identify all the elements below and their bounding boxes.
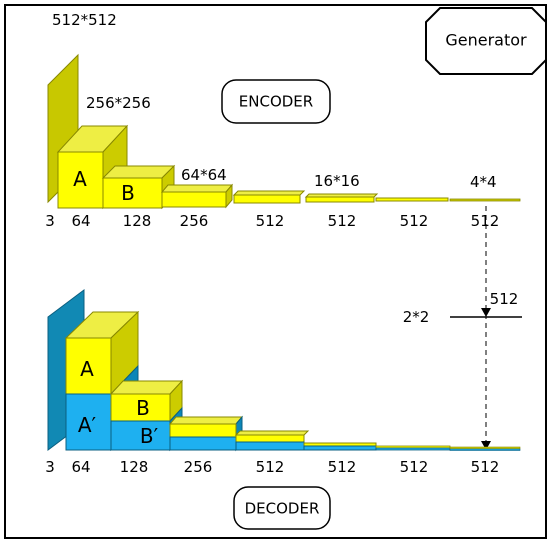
arrow-down-icon <box>481 308 491 317</box>
encoder-size-label: 16*16 <box>314 172 360 190</box>
decoder-layer-512-3 <box>375 445 451 451</box>
decoder-layer-512-4 <box>449 446 521 451</box>
decoder-input-channels: 3 <box>45 458 55 476</box>
decoder-label-box: DECODER <box>233 486 331 530</box>
bottleneck: 2*2 512 <box>403 206 522 450</box>
decoder-layer-512-1 <box>234 430 310 451</box>
decoder-block-a-label: A <box>80 357 94 381</box>
decoder-channel-label: 128 <box>120 458 149 476</box>
encoder-channel-label: 512 <box>471 212 500 230</box>
bottleneck-channel-label: 512 <box>490 290 519 308</box>
decoder-channel-label: 256 <box>184 458 213 476</box>
encoder-channel-label: 128 <box>123 212 152 230</box>
encoder-layer-512-2 <box>304 193 379 203</box>
encoder-input-channels: 3 <box>45 212 55 230</box>
decoder-label: DECODER <box>245 500 320 518</box>
encoder-block-a-label: A <box>73 167 87 191</box>
encoder-layer-512-1 <box>232 190 306 204</box>
decoder-layer-512-2 <box>303 442 377 451</box>
decoder-block-a-prime-label: A′ <box>78 413 97 437</box>
encoder-channel-label: 256 <box>180 212 209 230</box>
encoder-label: ENCODER <box>239 93 313 111</box>
encoder-size-label: 256*256 <box>86 94 151 112</box>
encoder-channel-label: 512 <box>328 212 357 230</box>
decoder-channel-label: 512 <box>256 458 285 476</box>
encoder-channel-label: 512 <box>400 212 429 230</box>
decoder-block-b-label: B <box>136 396 150 420</box>
arrow-down-icon <box>481 441 491 450</box>
decoder-layer-256 <box>168 415 244 452</box>
encoder-size-label: 512*512 <box>52 11 117 29</box>
encoder-channel-label: 512 <box>256 212 285 230</box>
encoder-block-b-label: B <box>121 181 135 205</box>
encoder-size-label: 4*4 <box>470 173 497 191</box>
encoder: A B <box>47 53 521 210</box>
decoder-channel-label: 512 <box>471 458 500 476</box>
outer-frame <box>4 4 547 539</box>
encoder-size-label: 64*64 <box>181 166 227 184</box>
generator-title: Generator <box>445 31 527 50</box>
decoder-block-b-prime-label: B′ <box>140 424 159 448</box>
decoder: A A′ B B′ <box>47 289 521 452</box>
encoder-layer-256 <box>160 183 234 209</box>
decoder-channel-label: 512 <box>400 458 429 476</box>
generator-badge: Generator <box>425 7 547 75</box>
encoder-layer-512-3 <box>375 197 449 202</box>
bottleneck-size-label: 2*2 <box>403 308 430 326</box>
decoder-channel-label: 64 <box>71 458 90 476</box>
encoder-channel-label: 64 <box>71 212 90 230</box>
decoder-channel-label: 512 <box>328 458 357 476</box>
encoder-layer-512-4 <box>449 198 521 202</box>
encoder-label-box: ENCODER <box>221 79 331 124</box>
